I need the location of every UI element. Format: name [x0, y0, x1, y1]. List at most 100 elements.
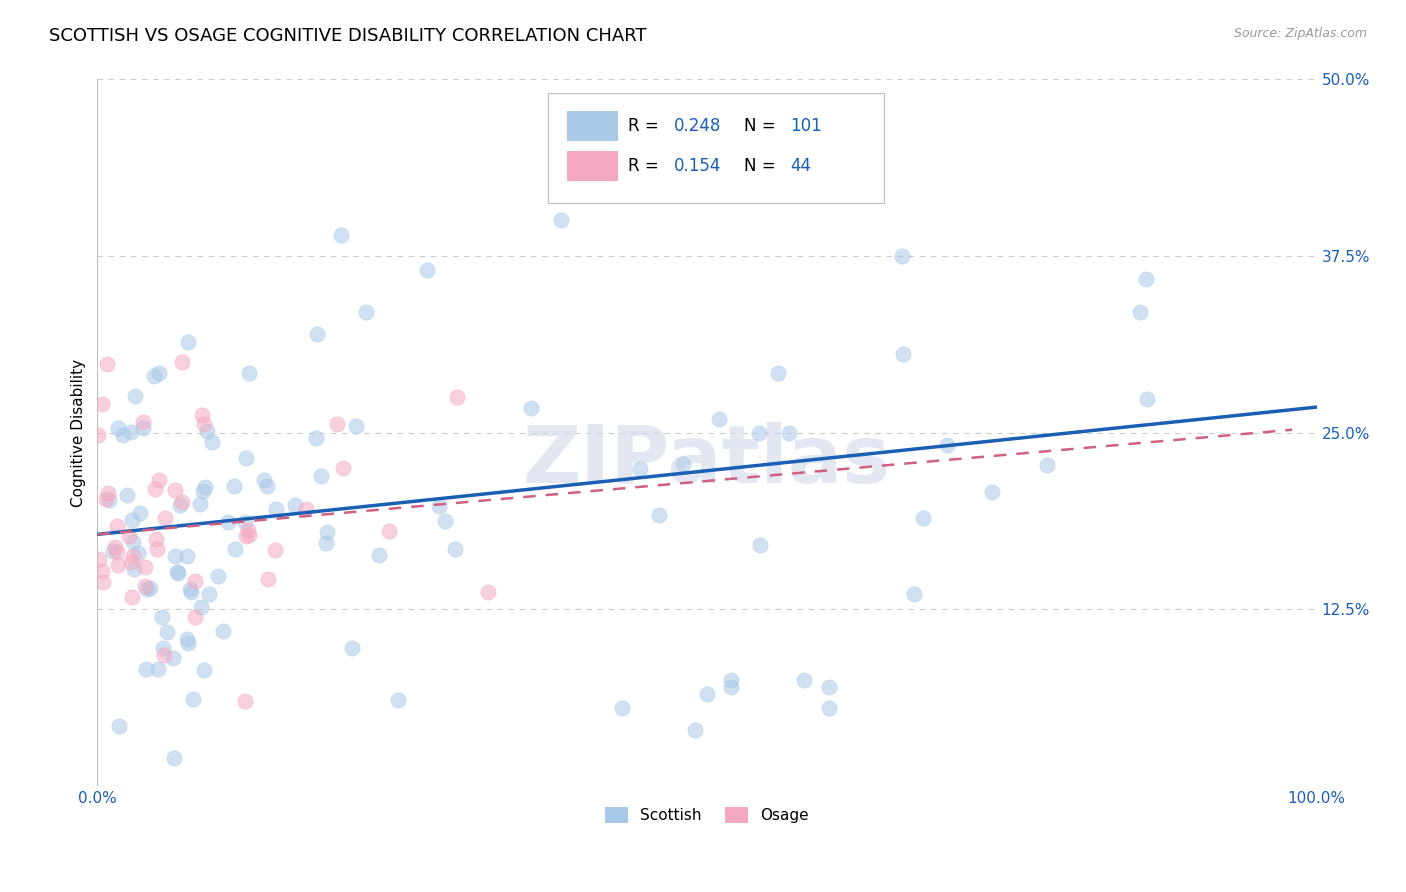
Scottish — [198, 587, 221, 601]
Scottish — [766, 366, 789, 380]
Osage — [86, 428, 108, 442]
Scottish — [434, 514, 457, 528]
FancyBboxPatch shape — [567, 111, 619, 141]
Scottish — [194, 480, 217, 494]
Scottish — [610, 107, 633, 121]
Osage — [148, 473, 170, 487]
Scottish — [166, 566, 188, 581]
Scottish — [224, 541, 246, 556]
Scottish — [193, 663, 215, 677]
Osage — [132, 415, 155, 429]
Y-axis label: Cognitive Disability: Cognitive Disability — [72, 359, 86, 507]
Scottish — [315, 536, 337, 550]
Scottish — [550, 213, 572, 227]
Scottish — [344, 419, 367, 434]
Scottish — [162, 651, 184, 665]
Scottish — [121, 513, 143, 527]
Scottish — [107, 420, 129, 434]
Scottish — [893, 347, 915, 361]
Scottish — [305, 432, 328, 446]
Text: Source: ZipAtlas.com: Source: ZipAtlas.com — [1233, 27, 1367, 40]
Scottish — [127, 545, 149, 559]
Scottish — [330, 227, 353, 242]
Scottish — [142, 369, 165, 384]
Osage — [107, 558, 129, 572]
Osage — [90, 564, 112, 578]
Osage — [446, 390, 468, 404]
FancyBboxPatch shape — [548, 93, 884, 202]
Scottish — [683, 723, 706, 737]
Osage — [94, 492, 117, 507]
Osage — [170, 494, 193, 508]
Osage — [104, 540, 127, 554]
Scottish — [311, 468, 333, 483]
Scottish — [169, 498, 191, 512]
Scottish — [903, 587, 925, 601]
Scottish — [749, 538, 772, 552]
Scottish — [648, 508, 671, 522]
Osage — [122, 549, 145, 563]
Scottish — [696, 687, 718, 701]
Osage — [235, 529, 257, 543]
Scottish — [354, 305, 377, 319]
Scottish — [163, 549, 186, 563]
Scottish — [720, 680, 742, 694]
Osage — [153, 648, 176, 662]
Scottish — [177, 334, 200, 349]
Osage — [134, 560, 156, 574]
Scottish — [720, 673, 742, 687]
Scottish — [610, 701, 633, 715]
Osage — [118, 529, 141, 543]
Osage — [91, 574, 114, 589]
Text: ZIPatlas: ZIPatlas — [523, 422, 891, 500]
Osage — [332, 460, 354, 475]
Osage — [257, 572, 280, 586]
Osage — [326, 417, 349, 431]
Osage — [105, 545, 128, 559]
Scottish — [121, 535, 143, 549]
Scottish — [128, 506, 150, 520]
Scottish — [1036, 458, 1059, 472]
Scottish — [211, 624, 233, 638]
Scottish — [252, 473, 274, 487]
Osage — [145, 533, 167, 547]
Scottish — [163, 751, 186, 765]
Scottish — [191, 484, 214, 499]
Osage — [238, 523, 260, 537]
Osage — [184, 574, 207, 588]
Osage — [191, 409, 214, 423]
Scottish — [444, 542, 467, 557]
Text: R =: R = — [627, 117, 664, 135]
Scottish — [981, 485, 1004, 500]
Osage — [294, 502, 316, 516]
Scottish — [935, 438, 957, 452]
Scottish — [818, 701, 841, 715]
Osage — [477, 585, 499, 599]
Scottish — [97, 493, 120, 508]
Scottish — [315, 525, 337, 540]
Text: N =: N = — [744, 157, 780, 175]
Text: 101: 101 — [790, 117, 821, 135]
Scottish — [146, 662, 169, 676]
Osage — [96, 357, 118, 371]
Osage — [193, 417, 215, 431]
Osage — [378, 524, 401, 538]
Scottish — [672, 457, 695, 471]
Scottish — [115, 488, 138, 502]
Scottish — [107, 719, 129, 733]
Scottish — [793, 673, 815, 687]
Scottish — [305, 326, 328, 341]
Scottish — [520, 401, 543, 415]
Legend: Scottish, Osage: Scottish, Osage — [599, 801, 814, 830]
Scottish — [188, 497, 211, 511]
Osage — [264, 543, 287, 558]
Osage — [107, 519, 129, 533]
Scottish — [911, 510, 934, 524]
Osage — [153, 511, 176, 525]
Scottish — [166, 565, 188, 579]
Osage — [184, 610, 207, 624]
Scottish — [340, 640, 363, 655]
Scottish — [891, 249, 914, 263]
Scottish — [284, 498, 307, 512]
Scottish — [124, 389, 146, 403]
